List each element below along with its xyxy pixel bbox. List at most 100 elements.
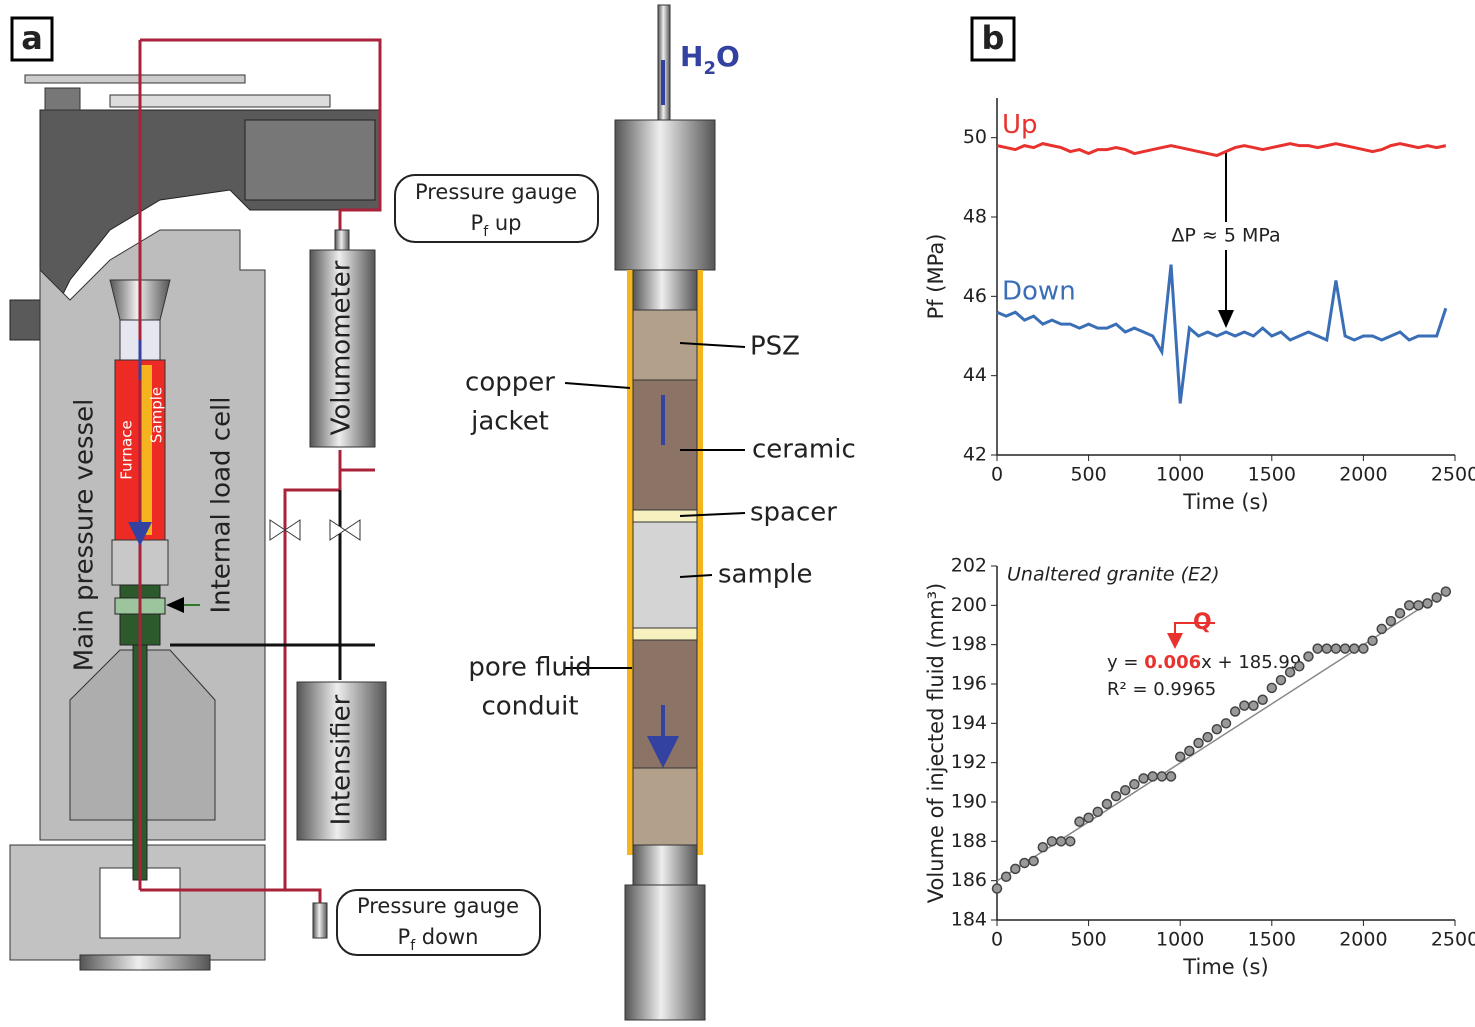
point — [1000, 871, 1012, 882]
x-tick-label: 1000 — [1156, 929, 1204, 951]
label-part: P — [398, 925, 411, 949]
conduit-label: conduit — [481, 692, 578, 722]
gauge-label: Pf down — [398, 925, 479, 954]
point — [1275, 674, 1287, 686]
x-axis-label: Time (s) — [1182, 490, 1268, 514]
point — [1257, 694, 1268, 705]
sample-name: Unaltered granite (E2) — [1007, 564, 1220, 586]
point — [1119, 784, 1131, 796]
point — [1028, 855, 1039, 867]
y-tick-label: 50 — [963, 126, 987, 148]
series-label: Up — [1002, 110, 1038, 140]
point — [1193, 737, 1204, 749]
y-axis-label: Pf (MPa) — [924, 234, 948, 320]
point — [1229, 706, 1241, 717]
series-line — [996, 264, 1448, 404]
x-tick-label: 2500 — [1431, 929, 1475, 951]
load-cell-label: Internal load cell — [207, 396, 237, 613]
gauge-label: Pressure gauge — [415, 180, 577, 204]
point — [1358, 643, 1369, 654]
point — [1321, 643, 1333, 654]
y-tick-label: 48 — [963, 206, 987, 228]
point — [1138, 773, 1149, 784]
delta-p: ΔP ≈ 5 MPa — [1171, 225, 1280, 247]
jacket-label: jacket — [470, 407, 549, 437]
assembly — [564, 4, 1215, 1021]
point — [1174, 751, 1186, 763]
point — [1101, 798, 1113, 810]
panel-label: b — [982, 19, 1005, 57]
sample-label: sample — [718, 560, 813, 590]
point — [1083, 812, 1094, 823]
point — [1440, 586, 1452, 597]
point — [1046, 836, 1058, 847]
psz-label: PSZ — [750, 332, 800, 362]
point — [1385, 615, 1397, 627]
x-tick-label: 0 — [991, 929, 1003, 951]
point — [1110, 790, 1122, 802]
point — [1422, 598, 1433, 609]
point — [1303, 651, 1314, 662]
y-tick-label: 192 — [951, 751, 987, 773]
gauge-label: Pf up — [471, 211, 522, 240]
y-tick-label: 196 — [951, 673, 987, 695]
y-tick-label: 194 — [951, 712, 987, 734]
point — [1312, 643, 1323, 654]
ceramic-label: ceramic — [752, 435, 856, 465]
point — [1394, 607, 1406, 619]
panel-box — [970, 16, 1016, 62]
series-label: Down — [1002, 277, 1076, 307]
point — [1074, 816, 1085, 827]
label-part: down — [415, 925, 478, 949]
y-tick-label: 42 — [963, 444, 987, 466]
point — [1129, 779, 1140, 790]
eq-intercept: 185.99 — [1238, 652, 1301, 673]
point — [1065, 836, 1076, 847]
conduit-label: pore fluid — [468, 653, 591, 683]
point — [1239, 700, 1250, 711]
panel-box — [10, 16, 54, 62]
point — [1184, 745, 1195, 757]
sample-label: Sample — [148, 387, 166, 443]
eq-part: x + — [1201, 652, 1238, 673]
point — [1147, 771, 1158, 782]
gauge-label: Pressure gauge — [357, 894, 519, 918]
x-tick-label: 1500 — [1248, 464, 1296, 486]
x-tick-label: 1000 — [1156, 464, 1204, 486]
vessel-label: Main pressure vessel — [70, 399, 100, 672]
x-tick-label: 0 — [991, 464, 1003, 486]
x-tick-label: 2000 — [1339, 929, 1387, 951]
point — [1019, 857, 1030, 869]
label-part: P — [471, 211, 484, 235]
equation: y = 0.006x + 185.99 — [1107, 652, 1301, 673]
point — [1092, 806, 1104, 818]
point — [1165, 771, 1177, 782]
point — [1413, 600, 1424, 611]
intensifier-label: Intensifier — [327, 694, 357, 825]
x-tick-label: 2000 — [1339, 464, 1387, 486]
x-tick-label: 500 — [1070, 929, 1106, 951]
y-axis-label: Volume of injected fluid (mm³) — [924, 583, 948, 903]
x-axis-label: Time (s) — [1182, 955, 1268, 979]
point — [1211, 723, 1223, 735]
point — [1220, 718, 1232, 729]
x-tick-label: 1500 — [1248, 929, 1296, 951]
panel-label: a — [21, 19, 43, 57]
y-tick-label: 202 — [951, 555, 987, 577]
apparatus — [9, 38, 599, 971]
y-tick-label: 188 — [951, 830, 987, 852]
eq-part: y = — [1107, 652, 1144, 673]
water-label: H2O — [680, 40, 740, 79]
point — [991, 883, 1003, 894]
point — [1403, 600, 1415, 611]
volumometer-label: Volumometer — [327, 260, 357, 435]
series-line — [996, 142, 1447, 158]
point — [1156, 771, 1168, 782]
point — [1376, 623, 1387, 635]
y-tick-label: 46 — [963, 285, 987, 307]
point — [1294, 661, 1305, 672]
y-tick-label: 186 — [951, 869, 987, 891]
label-part: f — [410, 938, 416, 954]
point — [1202, 731, 1213, 743]
